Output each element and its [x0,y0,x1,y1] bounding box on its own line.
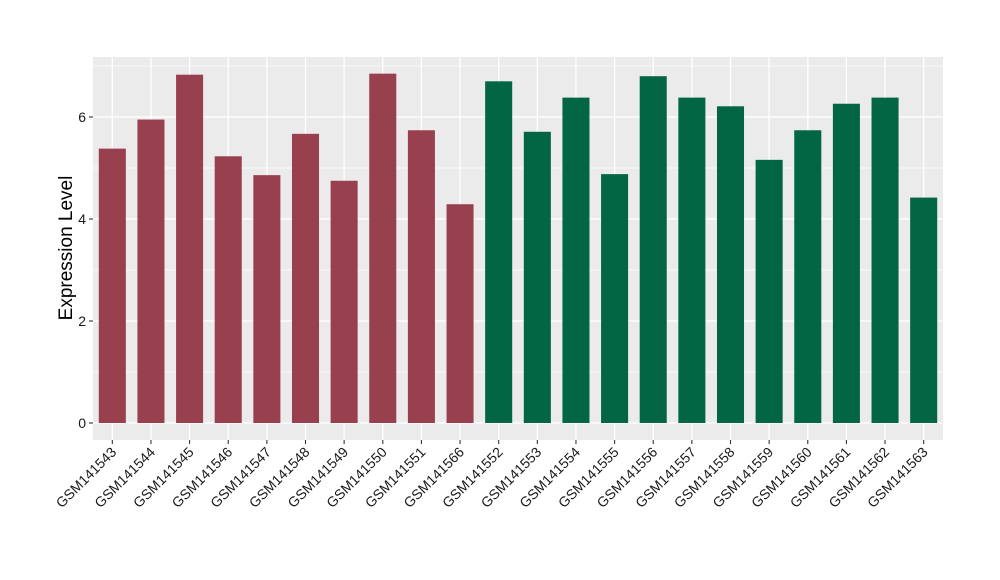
y-axis: 0 2 4 6 [78,109,93,431]
bar-gsm141551 [407,130,435,423]
y-tick-label: 2 [78,313,86,329]
y-tick-label: 6 [78,109,86,125]
bar-gsm141558 [716,106,745,423]
bar-gsm141547 [253,175,281,423]
bar-gsm141549 [330,180,358,423]
bar-gsm141560 [794,130,822,423]
bar-gsm141548 [291,133,320,423]
bar-gsm141553 [523,131,551,424]
y-tick-label: 4 [78,211,86,227]
bar-gsm141544 [137,119,165,424]
bar-gsm141550 [369,73,397,424]
bar-gsm141554 [562,97,590,424]
bar-gsm141543 [98,148,126,423]
bar-gsm141556 [639,76,667,423]
bar-gsm141561 [832,103,860,424]
bar-gsm141545 [176,74,204,424]
bar-gsm141563 [910,197,938,423]
bar-gsm141562 [871,97,899,424]
x-axis: GSM141543GSM141544GSM141545GSM141546GSM1… [53,440,931,511]
bars-group [98,73,938,424]
y-tick-label: 0 [78,415,86,431]
bar-gsm141566 [446,204,474,423]
bar-gsm141555 [601,174,629,423]
bar-gsm141559 [755,159,783,423]
y-axis-title: Expression Level [56,176,77,321]
bar-gsm141557 [678,97,706,424]
bar-gsm141546 [214,156,242,423]
bar-gsm141552 [485,81,513,424]
